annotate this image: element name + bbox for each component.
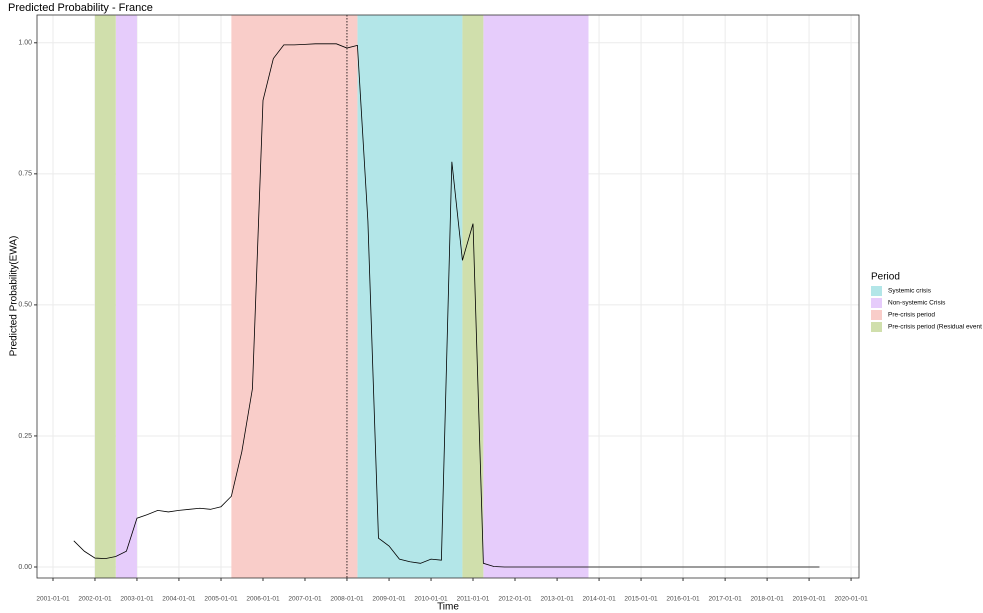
legend-label: Non-systemic Crisis [888, 300, 946, 307]
x-tick-label: 2020-01-01 [834, 596, 868, 603]
x-tick-label: 2010-01-01 [414, 596, 448, 603]
x-axis-label: Time [437, 602, 459, 613]
legend-label: Pre-crisis period [888, 312, 935, 319]
y-tick-label: 0.50 [18, 302, 32, 309]
legend-label: Pre-crisis period (Residual event [888, 324, 982, 331]
legend-swatch [871, 286, 882, 296]
period-band [462, 15, 484, 578]
x-tick-label: 2015-01-01 [624, 596, 658, 603]
legend-swatch [871, 310, 882, 320]
x-tick-label: 2003-01-01 [120, 596, 154, 603]
x-tick-label: 2017-01-01 [708, 596, 742, 603]
x-tick-label: 2002-01-01 [78, 596, 112, 603]
plot-border [36, 14, 860, 579]
y-axis-label: Predicted Probability(EWA) [9, 236, 20, 357]
y-tick-label: 0.25 [18, 433, 32, 440]
x-tick-label: 2018-01-01 [750, 596, 784, 603]
y-tick-label: 1.00 [18, 40, 32, 47]
period-band [115, 15, 137, 578]
x-tick-label: 2014-01-01 [582, 596, 616, 603]
x-tick-label: 2001-01-01 [36, 596, 70, 603]
legend-title: Period [871, 272, 900, 283]
x-tick-label: 2019-01-01 [792, 596, 826, 603]
x-tick-label: 2013-01-01 [540, 596, 574, 603]
y-tick-label: 0.00 [18, 564, 32, 571]
x-tick-label: 2006-01-01 [246, 596, 280, 603]
x-tick-label: 2004-01-01 [162, 596, 196, 603]
data-line [73, 43, 820, 568]
period-band [483, 15, 589, 578]
x-tick-label: 2009-01-01 [372, 596, 406, 603]
period-band [357, 15, 463, 578]
legend-swatch [871, 298, 882, 308]
x-tick-label: 2008-01-01 [330, 596, 364, 603]
x-tick-label: 2012-01-01 [498, 596, 532, 603]
y-tick-label: 0.75 [18, 171, 32, 178]
x-tick-label: 2016-01-01 [666, 596, 700, 603]
period-band [94, 15, 116, 578]
chart-title: Predicted Probability - France [8, 2, 153, 14]
x-tick-label: 2007-01-01 [288, 596, 322, 603]
period-band [231, 15, 358, 578]
x-tick-label: 2005-01-01 [204, 596, 238, 603]
legend-swatch [871, 322, 882, 332]
legend-label: Systemic crisis [888, 288, 932, 295]
x-tick-label: 2011-01-01 [457, 596, 490, 603]
